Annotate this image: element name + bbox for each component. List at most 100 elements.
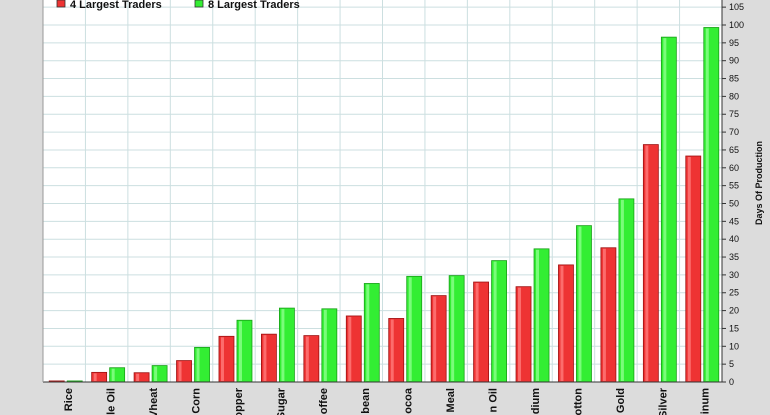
bar-highlight [408,277,412,381]
bar-4-largest [91,371,108,383]
bar-4-largest [430,295,447,383]
bar-8-largest [194,346,210,383]
bar-highlight [433,296,437,381]
x-tick-label: opper [233,387,245,415]
y-tick-label: 95 [729,38,739,48]
bar-highlight [560,265,564,381]
bar-4-largest [515,286,532,383]
bar-4-largest [218,335,235,383]
y-tick-label: 105 [729,2,744,12]
plot-area: 0 5 10 15 20 25 30 35 40 45 50 55 60 65 70 75 80 85 90 95 10… [42,0,744,415]
bar-4-largest [261,333,277,383]
bar-8-largest [618,198,635,383]
bar-8-largest [321,308,338,383]
bar-highlight [323,309,327,381]
bar-8-largest [448,275,465,383]
y-tick-label: 55 [729,181,739,191]
bar-highlight [663,38,667,382]
x-tick-label: otton [572,388,584,415]
y-tick-label: 35 [729,252,739,262]
legend-label-4-largest: 4 Largest Traders [70,0,162,11]
bar-highlight [620,199,624,381]
bar-highlight [111,368,115,381]
bar-4-largest [600,247,617,383]
y-axis-title: Days Of Production [754,141,764,225]
bar-highlight [705,28,709,382]
legend: 4 Largest Traders 8 Largest Traders [56,0,300,11]
bar-highlight [136,373,140,381]
x-tick-label: Silver [657,387,669,415]
y-tick-label: 50 [729,198,739,208]
bar-highlight [263,335,267,381]
bar-highlight [475,283,479,381]
x-tick-label: Vheat [148,388,160,415]
y-tick-label: 30 [729,270,739,280]
x-tick-label: Meal [445,388,457,412]
x-tick-label: Corn [190,388,202,414]
y-tick-label: 0 [729,377,734,387]
bar-8-largest [363,283,380,383]
bar-8-largest [279,307,295,383]
bar-highlight [687,157,691,381]
y-tick-label: 90 [729,56,739,66]
y-tick-label: 15 [729,323,739,333]
bar-highlight [451,276,455,381]
y-tick-label: 60 [729,163,739,173]
bar-highlight [154,366,158,381]
y-tick-label: 80 [729,91,739,101]
bar-8-largest [151,365,168,383]
y-tick-label: 100 [729,20,744,30]
bar-4-largest [685,155,702,383]
bar-4-largest [176,360,192,383]
x-tick-label: bean [360,388,372,414]
bar-highlight [196,348,200,381]
bar-highlight [536,249,540,381]
bar-4-largest [345,315,362,383]
bar-highlight [602,248,606,381]
bar-highlight [366,284,370,381]
x-tick-label: inum [700,388,712,414]
y-tick-label: 20 [729,306,739,316]
bar-highlight [93,373,97,381]
bar-8-largest [660,36,677,383]
bar-4-largest [473,281,489,383]
bar-8-largest [491,260,507,383]
bar-highlight [220,337,224,381]
bar-4-largest [558,264,574,383]
bar-4-largest [133,372,150,383]
bar-4-largest [642,144,659,383]
legend-swatch-4-largest [56,0,66,8]
legend-label-8-largest: 8 Largest Traders [208,0,300,11]
legend-swatch-8-largest [194,0,204,8]
y-tick-label: 10 [729,341,739,351]
bar-highlight [493,261,497,381]
bar-highlight [645,145,649,381]
x-tick-label: Gold [615,388,627,413]
bar-highlight [348,316,352,381]
bar-4-largest [388,318,405,383]
y-tick-label: 40 [729,234,739,244]
x-tick-label: n Oil [488,388,500,412]
bar-8-largest [576,225,592,383]
bar-highlight [305,336,309,381]
y-tick-label: 45 [729,216,739,226]
bar-highlight [178,361,182,381]
y-tick-label: 25 [729,288,739,298]
x-tick-label: Sugar [275,387,287,415]
x-tick-label: Rice [63,388,75,411]
x-tick-label: le Oil [106,388,118,415]
bar-highlight [578,226,582,381]
x-tick-label: offee [318,388,330,414]
bar-8-largest [236,319,253,383]
y-tick-label: 65 [729,145,739,155]
bar-8-largest [406,275,423,383]
bar-8-largest [109,367,126,383]
bar-highlight [238,321,242,381]
bar-8-largest [533,248,550,383]
x-tick-label: ocoa [403,387,415,414]
bar-4-largest [303,335,320,383]
bar-highlight [281,309,285,381]
bar-highlight [390,319,394,381]
x-tick-label: dium [530,388,542,414]
